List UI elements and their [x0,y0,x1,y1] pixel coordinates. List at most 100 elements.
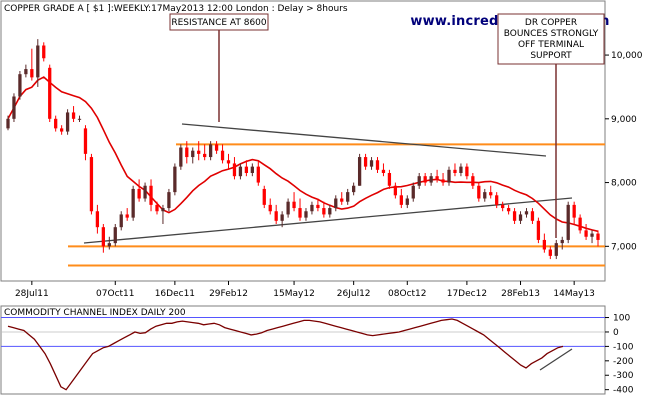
candle [54,115,58,132]
cci-y-tick-label: 100 [613,314,630,324]
x-tick-label: 17Dec12 [447,289,487,299]
candle [101,224,105,253]
candle [346,188,350,205]
candle [220,144,225,164]
candle [417,173,421,189]
annotation-dr-copper-line-3: OFF TERMINAL [518,40,584,50]
annotation-dr-copper-box [497,13,605,65]
candle [203,144,207,161]
candle [42,42,46,62]
candle [447,166,451,186]
candle [250,163,254,177]
candle [524,208,529,218]
candle [6,115,10,131]
candle [453,163,457,177]
cci-panel [0,305,606,395]
x-tick-label: 16Dec11 [155,289,195,299]
candle [161,204,165,224]
x-tick-label: 07Oct11 [96,289,134,299]
cci-support-trendline [539,348,573,371]
cci-chart-title: COMMODITY CHANNEL INDEX DAILY 200 [4,308,186,318]
candle [77,115,82,122]
candle [30,48,34,81]
candle [119,211,123,231]
annotation-dr-copper-line-1: DR COPPER [525,18,577,28]
candle [387,169,392,189]
candle [179,144,183,170]
candle [334,195,338,212]
candle [477,182,481,202]
candle [399,188,403,209]
candle [328,204,332,218]
candle [36,39,40,87]
x-tick-label: 29Feb12 [209,289,248,299]
annotation-dr-copper-line-2: BOUNCES STRONGLY [504,29,599,39]
cci-line [7,318,564,391]
candle [483,188,487,202]
candle [548,246,552,260]
candle [143,182,147,202]
annotation-dr-copper: DR COPPER BOUNCES STRONGLY OFF TERMINAL … [497,13,605,238]
candle [501,201,505,212]
candle [310,201,314,215]
x-axis: 28Jul11 07Oct11 16Dec11 29Feb12 15May12 26Jul… [15,281,595,299]
candle [596,230,600,247]
y-tick-label: 7,000 [611,242,637,252]
candle [518,211,523,224]
candle [578,214,582,234]
cci-y-tick-label: -300 [613,371,634,381]
upper-trendline [181,123,547,157]
x-tick-label: 28Jul11 [15,289,49,299]
cci-reference-lines [1,317,605,347]
y-tick-label: 10,000 [611,51,643,61]
candle [352,182,356,196]
candle [71,106,76,122]
price-y-axis: 7,000 8,000 9,000 10,000 [605,51,643,252]
cci-y-tick-label: -100 [613,342,634,352]
candle [89,153,94,215]
candle [167,188,171,212]
candle [495,192,499,209]
candle [256,160,260,186]
candle [584,224,588,240]
y-tick-label: 9,000 [611,115,637,125]
candle [83,125,88,161]
candle [274,204,278,224]
candle [149,179,153,212]
annotation-dr-copper-line-4: SUPPORT [530,51,572,61]
candle [489,185,493,199]
candle [590,230,594,244]
candle [411,182,415,202]
candle [191,147,195,164]
candle [304,208,308,221]
candle [280,211,284,228]
candle [530,208,535,224]
lower-trendline [83,197,573,244]
cci-y-tick-label: -400 [613,386,634,396]
candle [65,109,70,135]
candle [214,141,219,154]
candle [226,153,231,170]
candle [441,173,445,186]
candle [465,163,469,180]
cci-y-tick-label: 0 [613,328,619,338]
candle [173,163,177,196]
candle [24,64,28,78]
y-tick-label: 8,000 [611,179,637,189]
candle [232,157,237,180]
candle [512,208,517,224]
candle [560,236,564,250]
candle [572,201,576,224]
candlesticks [6,39,600,260]
moving-average [7,76,599,233]
candle [435,169,439,183]
x-tick-label: 08Oct12 [388,289,426,299]
candle [59,125,64,135]
candle [48,64,52,122]
price-chart-title: COPPER GRADE A [ $1 ]:WEEKLY:17May2013 1… [4,4,348,14]
candle [262,185,266,209]
candle [566,201,570,244]
cci-series-line [7,318,564,391]
candle [405,195,409,209]
